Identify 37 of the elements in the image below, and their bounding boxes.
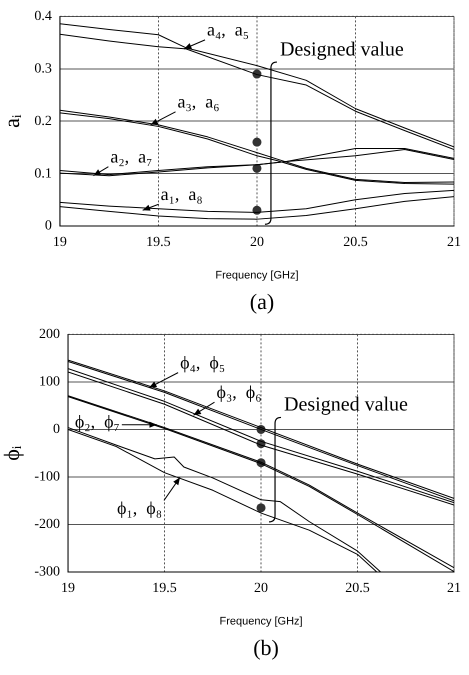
x-tick-label: 21 [447,235,461,250]
annotation: a₄, a₅ [207,20,250,40]
annotation: Designed value [284,394,408,416]
y-tick-label: -200 [34,517,60,532]
text: (b) [253,634,279,660]
y-tick-label: 0.3 [34,61,52,76]
y-tick-label: 0 [44,218,52,234]
y-tick-label: -300 [34,564,60,580]
y-tick-label: -100 [34,470,60,485]
y-axis-title: ϕᵢ [0,445,24,461]
x-tick-label: 21 [447,581,461,596]
y-tick-label: 0.1 [34,166,52,182]
y-tick-label: 0.4 [34,9,52,24]
y-tick-label: 0.2 [34,114,52,129]
annotation: a₃, a₆ [178,92,220,112]
x-tick-label: 20 [254,581,268,596]
x-tick-label: 20 [250,235,264,250]
x-tick-label: 19 [52,235,67,250]
annotation: ϕ₂, ϕ₇ [74,411,120,432]
annotation: ϕ₄, ϕ₅ [180,352,226,372]
x-tick-label: 20.5 [345,581,370,596]
annotation: Designed value [280,38,404,60]
annotation: ϕ₃, ϕ₆ [216,382,262,402]
text: (a) [250,288,274,314]
x-tick-label: 19.5 [146,235,171,250]
x-tick-label: 19 [61,581,76,596]
annotation: a₂, a₇ [110,146,152,166]
y-tick-label: 100 [39,374,60,390]
y-tick-label: 200 [39,327,60,342]
x-axis-title: Frequency [GHz] [219,615,303,628]
annotation: ϕ₁, ϕ₈ [116,498,162,518]
y-axis-title: aᵢ [0,114,24,128]
x-tick-label: 19.5 [152,581,177,596]
x-tick-label: 20.5 [343,235,368,250]
y-tick-label: 0 [53,422,60,438]
x-axis-title: Frequency [GHz] [215,269,299,282]
annotation: a₁, a₈ [160,184,203,204]
